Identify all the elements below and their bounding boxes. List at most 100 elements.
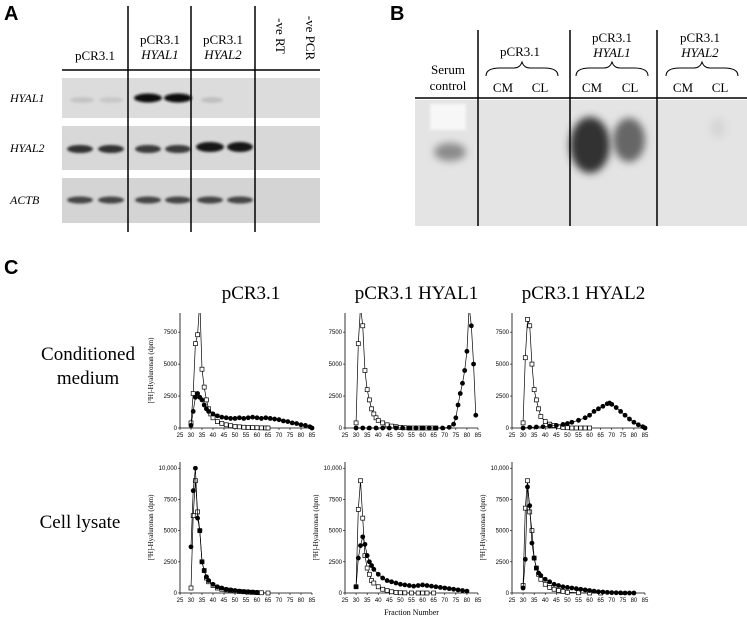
- point: [358, 543, 363, 548]
- point: [360, 534, 366, 540]
- x-tick-label: 80: [464, 598, 471, 604]
- point: [402, 582, 408, 588]
- point: [582, 587, 588, 593]
- point: [460, 588, 465, 593]
- point: [367, 571, 372, 577]
- point: [576, 417, 581, 423]
- point: [398, 590, 403, 596]
- point: [375, 417, 381, 423]
- x-tick-label: 70: [608, 433, 615, 439]
- series-line: [356, 313, 477, 429]
- point: [573, 425, 579, 431]
- x-tick-label: 45: [221, 433, 228, 439]
- series-line: [522, 319, 590, 429]
- point: [522, 556, 528, 562]
- point: [210, 411, 216, 417]
- point: [565, 425, 570, 431]
- point: [569, 425, 575, 431]
- point: [522, 355, 528, 361]
- x-tick-label: 50: [564, 598, 571, 604]
- point: [263, 415, 269, 421]
- point: [360, 425, 366, 431]
- point: [431, 590, 437, 596]
- point: [190, 408, 196, 414]
- point: [366, 559, 372, 565]
- chart-title: pCR3.1 HYAL1: [355, 283, 479, 304]
- point: [604, 589, 610, 595]
- point: [468, 323, 474, 329]
- column-label: pCR3.1: [203, 32, 243, 47]
- point: [451, 586, 457, 592]
- point: [232, 416, 238, 421]
- point: [600, 589, 606, 595]
- lane-label: CM: [673, 80, 694, 95]
- point: [529, 361, 535, 367]
- point: [613, 405, 619, 410]
- point: [358, 478, 363, 484]
- x-tick-label: 60: [419, 433, 426, 439]
- point: [369, 563, 374, 568]
- point: [420, 582, 425, 588]
- lane-label: CM: [493, 80, 514, 95]
- y-tick-label: 2500: [164, 394, 178, 400]
- point: [254, 425, 260, 431]
- point: [520, 420, 526, 426]
- point: [609, 590, 615, 596]
- point: [587, 425, 592, 431]
- point: [371, 411, 377, 417]
- x-tick-label: 85: [475, 433, 482, 439]
- y-tick-label: 7500: [496, 497, 510, 503]
- x-tick-label: 85: [475, 598, 482, 604]
- x-tick-label: 60: [254, 433, 261, 439]
- point: [398, 581, 403, 587]
- y-axis-label: [³H]-Hyaluronan (dpm): [147, 494, 155, 561]
- point: [596, 589, 601, 595]
- point: [402, 590, 408, 596]
- point: [393, 590, 399, 595]
- x-tick-label: 65: [265, 598, 272, 604]
- point: [245, 589, 251, 595]
- panel-label: C: [4, 257, 18, 279]
- point: [551, 581, 557, 587]
- x-tick-label: 80: [298, 598, 305, 604]
- y-tick-label: 7500: [329, 330, 343, 336]
- point: [355, 507, 361, 512]
- x-tick-label: 55: [408, 598, 415, 604]
- y-tick-label: 2500: [164, 560, 178, 566]
- point: [446, 586, 452, 592]
- x-tick-label: 60: [586, 598, 593, 604]
- y-tick-label: 5000: [496, 362, 510, 368]
- x-tick-label: 75: [287, 598, 294, 604]
- point: [373, 425, 379, 431]
- y-tick-label: 2500: [329, 394, 343, 400]
- point: [424, 583, 430, 588]
- y-tick-label: 5000: [496, 529, 510, 535]
- x-tick-label: 55: [575, 433, 582, 439]
- group-label: pCR3.1: [592, 30, 632, 45]
- point: [609, 401, 615, 407]
- x-tick-label: 25: [509, 433, 516, 439]
- point: [442, 585, 448, 591]
- point: [380, 575, 386, 581]
- point: [525, 317, 530, 322]
- group-label: pCR3.1: [680, 30, 720, 45]
- serum-label: Serum: [431, 62, 465, 77]
- point: [578, 425, 584, 431]
- point: [420, 590, 425, 596]
- point: [199, 397, 205, 403]
- point: [542, 576, 548, 582]
- point: [204, 397, 209, 403]
- row-label: HYAL2: [9, 141, 45, 155]
- point: [642, 425, 648, 431]
- point: [206, 408, 212, 414]
- point: [389, 579, 394, 585]
- x-tick-label: 60: [254, 598, 261, 604]
- chart-title: pCR3.1: [222, 283, 281, 304]
- point: [188, 423, 194, 428]
- series-line: [190, 313, 269, 429]
- series-line: [522, 480, 601, 594]
- point: [223, 422, 229, 428]
- point: [303, 423, 308, 428]
- x-tick-label: 25: [342, 433, 349, 439]
- control-label: -ve RT: [273, 18, 288, 54]
